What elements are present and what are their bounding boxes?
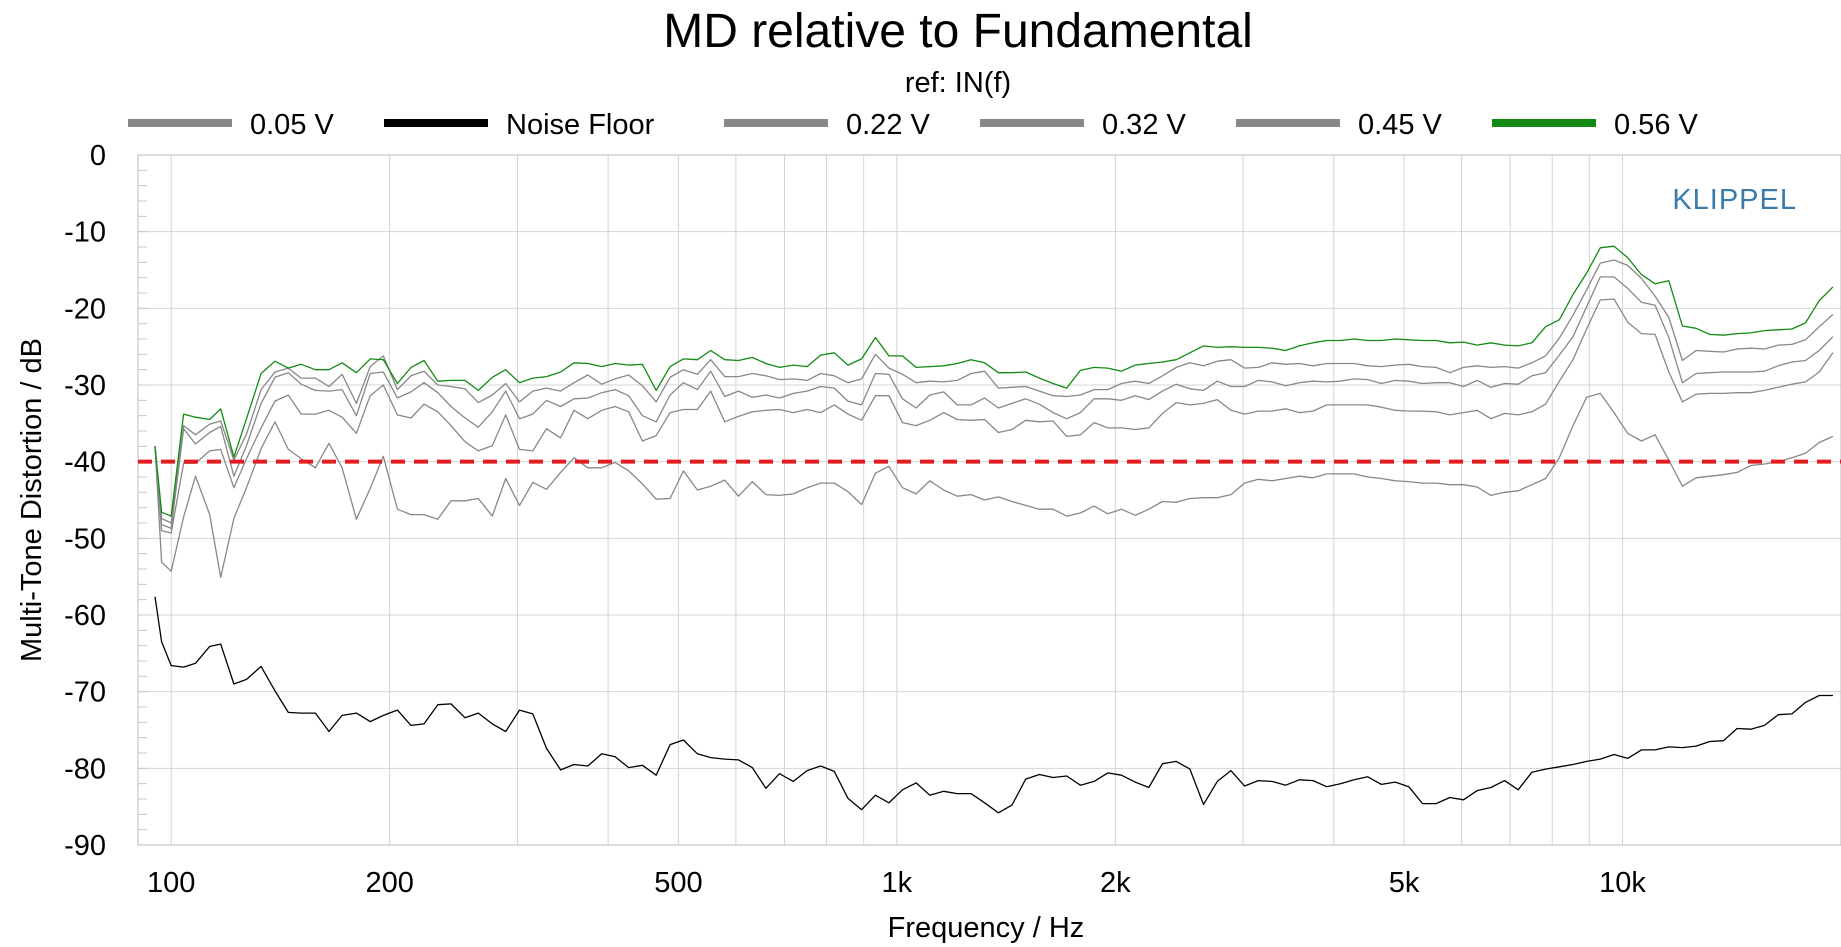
plot-grid bbox=[138, 154, 1841, 846]
y-tick-label: -50 bbox=[64, 523, 106, 555]
legend-label: 0.05 V bbox=[250, 109, 334, 141]
series-line bbox=[154, 259, 1834, 524]
y-tick-label: -60 bbox=[64, 600, 106, 632]
x-tick-label: 1k bbox=[882, 867, 913, 899]
plot-frame bbox=[137, 154, 1841, 846]
x-axis: 100 200 500 1k 2k 5k 10k bbox=[147, 867, 1646, 899]
y-tick-label: -80 bbox=[64, 753, 106, 785]
y-tick-label: -40 bbox=[64, 447, 106, 479]
x-tick-label: 200 bbox=[365, 867, 413, 899]
legend-label: Noise Floor bbox=[506, 109, 655, 141]
y-tick-label: -10 bbox=[64, 217, 106, 249]
series-lines bbox=[154, 245, 1834, 814]
legend-label: 0.32 V bbox=[1102, 109, 1186, 141]
x-tick-label: 500 bbox=[654, 867, 702, 899]
x-axis-label: Frequency / Hz bbox=[888, 912, 1085, 944]
y-axis-label: Multi-Tone Distortion / dB bbox=[16, 338, 48, 662]
y-tick-label: -70 bbox=[64, 677, 106, 709]
chart-subtitle: ref: IN(f) bbox=[905, 67, 1011, 99]
legend-label: 0.56 V bbox=[1614, 109, 1698, 141]
series-line bbox=[154, 245, 1834, 517]
y-axis: 0 -10 -20 -30 -40 -50 -60 -70 -80 -90 bbox=[64, 140, 106, 862]
series-line bbox=[154, 392, 1834, 579]
y-tick-label: -20 bbox=[64, 293, 106, 325]
legend: 0.05 V Noise Floor 0.22 V 0.32 V 0.45 V 0.56 … bbox=[128, 109, 1698, 141]
series-line bbox=[154, 276, 1834, 530]
x-tick-label: 10k bbox=[1599, 867, 1646, 899]
chart-title: MD relative to Fundamental bbox=[663, 5, 1253, 58]
y-tick-label: -90 bbox=[64, 830, 106, 862]
legend-label: 0.45 V bbox=[1358, 109, 1442, 141]
y-tick-label: 0 bbox=[90, 140, 106, 172]
series-line bbox=[154, 596, 1833, 814]
x-tick-label: 100 bbox=[147, 867, 195, 899]
x-tick-label: 2k bbox=[1100, 867, 1131, 899]
series-line bbox=[154, 298, 1834, 534]
brand-watermark: KLIPPEL bbox=[1672, 184, 1797, 216]
x-tick-label: 5k bbox=[1389, 867, 1420, 899]
legend-label: 0.22 V bbox=[846, 109, 930, 141]
y-tick-label: -30 bbox=[64, 370, 106, 402]
